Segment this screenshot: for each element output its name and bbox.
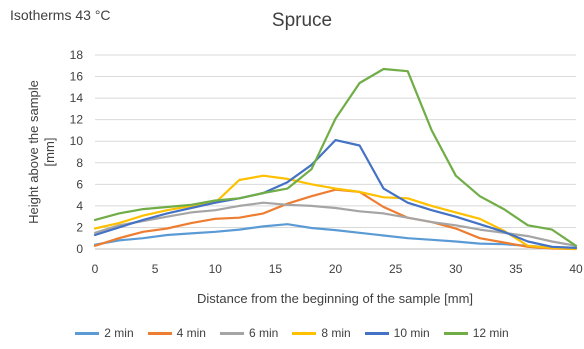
x-tick-label: 15: [269, 262, 283, 276]
y-tick-label: 14: [70, 91, 84, 105]
legend-item: 8 min: [292, 326, 351, 340]
x-tick-label: 40: [569, 262, 583, 276]
series-lines: [93, 67, 578, 251]
y-tick-label: 6: [76, 177, 83, 191]
x-tick-label: 35: [509, 262, 523, 276]
y-tick-label: 18: [70, 48, 84, 62]
y-tick-label: 16: [70, 70, 84, 84]
y-tick-label: 8: [76, 156, 83, 170]
legend-swatch: [364, 331, 389, 335]
legend-label: 10 min: [393, 326, 430, 340]
chart-title: Spruce: [271, 10, 333, 31]
series-line-4-min: [93, 188, 578, 251]
legend-item: 4 min: [147, 326, 206, 340]
legend-label: 6 min: [248, 326, 279, 340]
legend-swatch: [219, 331, 244, 335]
series-line-12-min: [93, 67, 578, 247]
x-tick-label: 0: [92, 262, 99, 276]
x-axis-label: Distance from the beginning of the sampl…: [197, 291, 473, 306]
y-tick-label: 12: [70, 113, 84, 127]
legend-label: 2 min: [104, 326, 134, 340]
x-tick-label: 10: [209, 262, 223, 276]
legend-swatch: [443, 331, 468, 335]
series-line-2-min: [93, 223, 578, 250]
series-line-6-min: [93, 201, 578, 247]
y-axis-label-line2: [mm]: [42, 138, 57, 167]
legend-label: 4 min: [176, 326, 206, 340]
y-tick-label: 2: [76, 220, 83, 234]
series-line-8-min: [93, 174, 578, 251]
legend-swatch: [147, 331, 172, 335]
gridlines: [95, 54, 576, 250]
y-tick-label: 0: [76, 242, 83, 256]
y-axis-label-group: Height above the sample [mm]: [26, 80, 57, 224]
legend: 2 min 4 min 6 min 8 min 10 min 12 min: [0, 326, 584, 340]
y-tick-label: 10: [70, 134, 84, 148]
y-axis-label-line1: Height above the sample: [26, 80, 41, 224]
legend-swatch: [75, 331, 100, 335]
axes: 0 2 4 6 8 10 12 14 16 18 0 5 10 15 20 25 30 35 40: [70, 48, 583, 276]
legend-item: 12 min: [443, 326, 509, 340]
x-tick-label: 20: [329, 262, 343, 276]
legend-item: 6 min: [219, 326, 279, 340]
corner-label: Isotherms 43 °C: [10, 7, 111, 23]
legend-label: 8 min: [321, 326, 351, 340]
x-tick-label: 5: [152, 262, 159, 276]
y-tick-label: 4: [76, 199, 83, 213]
x-tick-label: 30: [449, 262, 463, 276]
legend-label: 12 min: [472, 326, 509, 340]
series-line-10-min: [93, 139, 578, 249]
legend-item: 10 min: [364, 326, 430, 340]
legend-item: 2 min: [75, 326, 134, 340]
legend-swatch: [292, 331, 317, 335]
x-tick-label: 25: [389, 262, 403, 276]
